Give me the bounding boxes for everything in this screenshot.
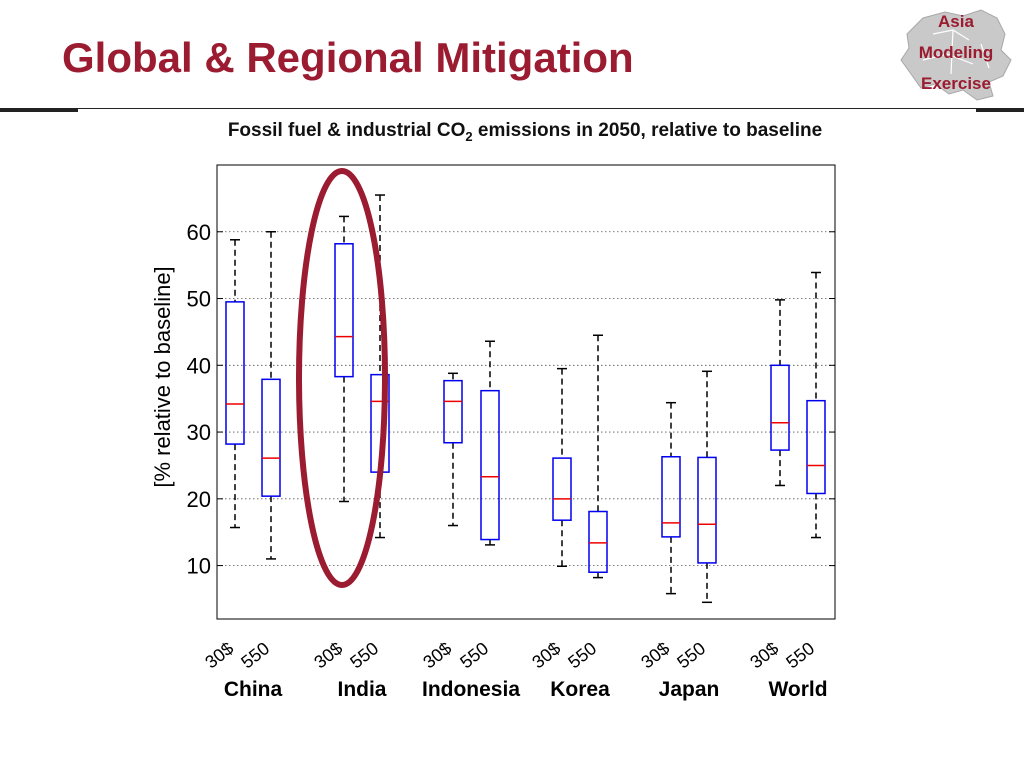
title-divider-accent-left: [0, 109, 78, 112]
chart-title-suffix: emissions in 2050, relative to baseline: [472, 120, 823, 141]
x-tick-label-korea-550: 550: [564, 638, 600, 672]
y-tick-label-40: 40: [187, 353, 211, 378]
box-indonesia-550: [480, 389, 500, 541]
highlight-ellipse-india: [296, 168, 388, 588]
box-world-550: [806, 399, 826, 495]
x-tick-label-japan-30: 30$: [637, 638, 673, 672]
logo-line-asia: Asia: [938, 12, 974, 31]
box-china-550: [261, 378, 281, 497]
x-tick-label-china-30: 30$: [201, 638, 237, 672]
x-tick-label-india-30: 30$: [310, 638, 346, 672]
slide-title: Global & Regional Mitigation: [62, 34, 634, 81]
chart-title: Fossil fuel & industrial CO2 emissions i…: [0, 120, 1024, 144]
logo-line-exercise: Exercise: [921, 74, 991, 93]
region-label-indonesia: Indonesia: [421, 678, 521, 701]
x-tick-label-world-550: 550: [782, 638, 818, 672]
x-tick-label-indonesia-550: 550: [456, 638, 492, 672]
region-label-world: World: [768, 678, 828, 701]
x-tick-label-india-550: 550: [346, 638, 382, 672]
region-label-korea: Korea: [550, 678, 610, 701]
x-tick-label-world-30: 30$: [746, 638, 782, 672]
y-tick-label-60: 60: [187, 220, 211, 245]
title-divider-accent-right: [976, 109, 1024, 112]
box-china-30: [225, 301, 245, 445]
box-korea-550: [588, 510, 608, 574]
box-indonesia-30: [443, 379, 463, 444]
y-axis-label: [% relative to baseline]: [150, 266, 175, 487]
asia-map-icon: [900, 9, 1012, 101]
chart-title-prefix: Fossil fuel & industrial CO: [227, 120, 466, 141]
plot-area: [216, 164, 836, 620]
y-tick-label-20: 20: [187, 487, 211, 512]
logo-line-modeling: Modeling: [918, 43, 994, 62]
box-japan-550: [697, 456, 717, 564]
region-label-china: China: [223, 678, 283, 701]
region-label-india: India: [337, 678, 387, 701]
chart-title-subscript: 2: [465, 128, 473, 144]
x-tick-label-japan-550: 550: [673, 638, 709, 672]
x-tick-label-china-550: 550: [237, 638, 273, 672]
y-tick-label-30: 30: [187, 420, 211, 445]
box-india-30: [334, 243, 354, 378]
y-tick-label-10: 10: [187, 554, 211, 579]
x-tick-label-korea-30: 30$: [528, 638, 564, 672]
box-japan-30: [661, 456, 681, 538]
box-world-30: [770, 364, 790, 451]
box-korea-30: [552, 457, 572, 521]
x-tick-label-indonesia-30: 30$: [419, 638, 455, 672]
asia-modeling-exercise-logo: Asia Modeling Exercise: [893, 4, 1019, 104]
region-label-japan: Japan: [658, 678, 720, 701]
y-tick-label-50: 50: [187, 287, 211, 312]
title-divider: [0, 108, 1024, 109]
